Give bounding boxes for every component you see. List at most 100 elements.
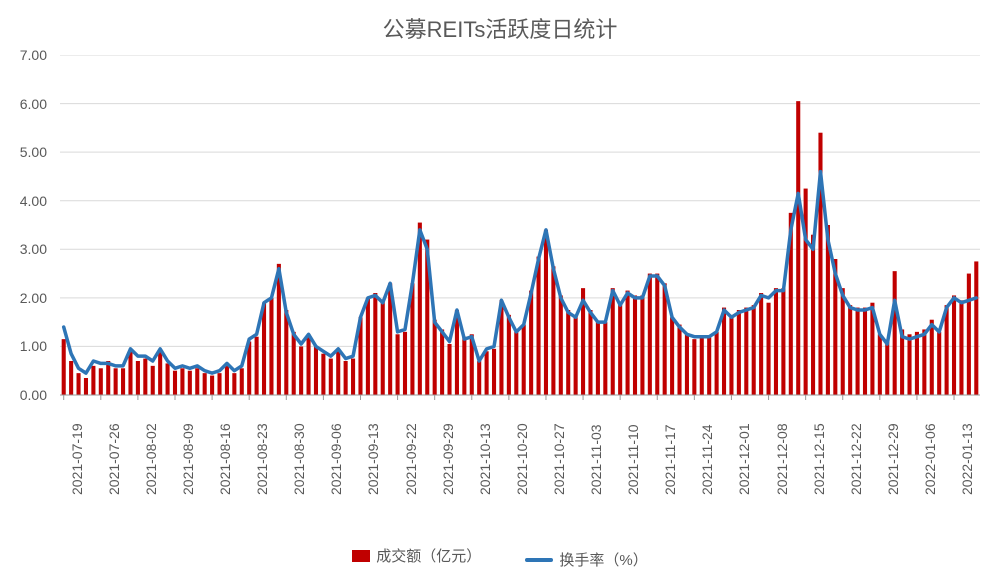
bar <box>136 361 140 395</box>
bar <box>106 361 110 395</box>
bar <box>485 351 489 395</box>
bar <box>77 373 81 395</box>
bar <box>114 368 118 395</box>
x-tick-label: 2021-08-09 <box>180 423 196 495</box>
bar <box>307 334 311 395</box>
bar <box>292 332 296 395</box>
x-tick-label: 2021-11-17 <box>662 424 678 495</box>
bar <box>84 378 88 395</box>
bar <box>522 325 526 395</box>
bar <box>314 346 318 395</box>
bar <box>329 359 333 395</box>
x-tick-label: 2021-12-29 <box>885 423 901 495</box>
bar <box>633 295 637 395</box>
bar <box>203 373 207 395</box>
y-tick-label: 6.00 <box>20 96 47 112</box>
chart-container: 公募REITs活跃度日统计 0.001.002.003.004.005.006.… <box>0 0 1000 578</box>
x-tick-label: 2021-12-15 <box>811 423 827 495</box>
bar <box>974 261 978 395</box>
y-tick-label: 4.00 <box>20 193 47 209</box>
bar <box>195 368 199 395</box>
y-tick-label: 1.00 <box>20 338 47 354</box>
y-tick-label: 5.00 <box>20 144 47 160</box>
x-tick-label: 2021-12-01 <box>736 423 752 495</box>
x-tick-label: 2022-01-06 <box>922 423 938 495</box>
bar <box>759 293 763 395</box>
bar <box>648 274 652 395</box>
bar <box>700 337 704 395</box>
bar <box>143 359 147 395</box>
bar <box>781 288 785 395</box>
x-tick-label: 2021-08-16 <box>217 423 233 495</box>
bar <box>752 305 756 395</box>
x-tick-label: 2021-07-26 <box>106 423 122 495</box>
legend-item-line: 换手率（%） <box>525 549 647 570</box>
bar <box>885 342 889 395</box>
x-tick-label: 2021-08-23 <box>254 423 270 495</box>
bar <box>692 339 696 395</box>
bar <box>396 334 400 395</box>
bar <box>62 339 66 395</box>
x-tick-label: 2021-09-22 <box>403 423 419 495</box>
bar <box>462 337 466 395</box>
bar <box>930 320 934 395</box>
bar <box>655 274 659 395</box>
bar <box>433 320 437 395</box>
bar <box>91 366 95 395</box>
bar <box>121 368 125 395</box>
bar <box>232 373 236 395</box>
bar <box>255 337 259 395</box>
chart-title: 公募REITs活跃度日统计 <box>0 12 1000 44</box>
plot-area <box>60 55 980 395</box>
bar <box>670 317 674 395</box>
legend-item-bars: 成交额（亿元） <box>352 545 481 566</box>
bar <box>729 315 733 395</box>
turnover-line <box>64 172 977 374</box>
x-tick-label: 2021-11-03 <box>588 424 604 495</box>
bar <box>848 305 852 395</box>
bar <box>373 293 377 395</box>
bar <box>477 361 481 395</box>
x-tick-label: 2021-11-24 <box>699 424 715 495</box>
bar <box>158 351 162 395</box>
bar <box>945 305 949 395</box>
bar <box>225 366 229 395</box>
bar <box>299 346 303 395</box>
bar <box>893 271 897 395</box>
y-axis-labels: 0.001.002.003.004.005.006.007.00 <box>0 55 55 395</box>
bar <box>588 310 592 395</box>
bar <box>774 288 778 395</box>
bar <box>744 308 748 395</box>
bar <box>863 308 867 395</box>
bar <box>366 298 370 395</box>
bar <box>811 235 815 395</box>
y-tick-label: 2.00 <box>20 290 47 306</box>
bar <box>351 359 355 395</box>
bar <box>514 332 518 395</box>
bar <box>952 295 956 395</box>
bar <box>447 344 451 395</box>
bar <box>959 300 963 395</box>
bar <box>99 368 103 395</box>
y-tick-label: 3.00 <box>20 241 47 257</box>
bar <box>967 274 971 395</box>
bar <box>69 361 73 395</box>
x-tick-label: 2021-10-20 <box>514 423 530 495</box>
x-tick-label: 2021-08-30 <box>291 423 307 495</box>
x-tick-label: 2021-09-29 <box>440 423 456 495</box>
bar <box>537 257 541 395</box>
bar <box>210 376 214 395</box>
bar <box>603 322 607 395</box>
bar <box>915 332 919 395</box>
bar <box>566 310 570 395</box>
legend-swatch-line-icon <box>525 558 553 562</box>
bar <box>403 332 407 395</box>
bar <box>618 303 622 395</box>
legend: 成交额（亿元） 换手率（%） <box>0 545 1000 570</box>
x-tick-label: 2022-01-13 <box>959 423 975 495</box>
bar <box>841 288 845 395</box>
bar <box>685 334 689 395</box>
bar <box>715 332 719 395</box>
bar <box>856 308 860 395</box>
bar <box>321 354 325 395</box>
